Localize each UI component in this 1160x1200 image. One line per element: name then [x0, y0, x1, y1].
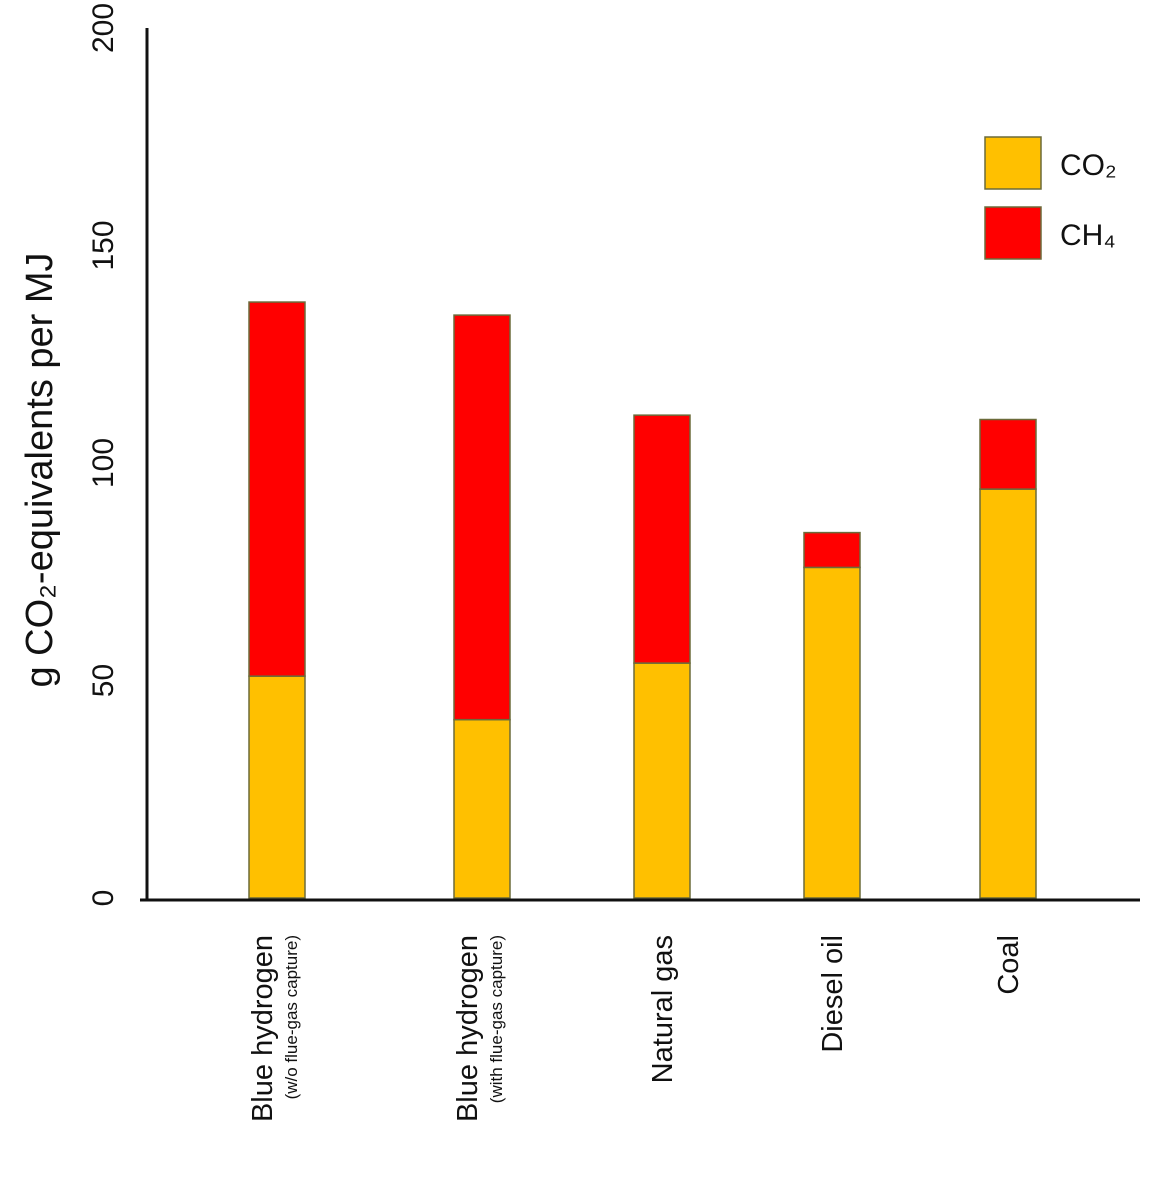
x-category-label-0: Blue hydrogen	[247, 935, 279, 1122]
bar-ch4-2	[633, 414, 691, 664]
y-tick-label-2: 100	[87, 438, 120, 488]
bar-ch4-4	[979, 418, 1037, 490]
bar-co2-3	[803, 566, 861, 899]
y-tick-label-3: 150	[87, 220, 120, 270]
bar-co2-4	[979, 488, 1037, 899]
bar-ch4-0	[248, 301, 306, 677]
bars-group	[248, 301, 1037, 899]
x-category-label-1: Blue hydrogen	[452, 935, 484, 1122]
legend-swatch-co2	[984, 136, 1042, 190]
bar-ch4-1	[453, 314, 511, 721]
y-tick-labels: 0 50 100 150 200	[87, 3, 120, 906]
bar-co2-0	[248, 675, 306, 899]
y-tick-label-1: 50	[87, 664, 120, 697]
bar-co2-2	[633, 662, 691, 899]
y-axis-label: g CO₂-equivalents per MJ	[19, 252, 61, 687]
y-tick-label-4: 200	[87, 3, 120, 53]
x-category-labels: Blue hydrogen (w/o flue-gas capture) Blue …	[247, 935, 1025, 1122]
legend-label-ch4: CH₄	[1060, 219, 1116, 252]
y-tick-label-0: 0	[87, 890, 120, 907]
legend-label-co2: CO₂	[1060, 149, 1117, 182]
x-category-sublabel-0: (w/o flue-gas capture)	[282, 935, 301, 1099]
bar-ch4-3	[803, 531, 861, 569]
legend-swatch-ch4	[984, 206, 1042, 260]
x-category-label-2: Natural gas	[647, 935, 679, 1083]
legend: CO₂ CH₄	[984, 136, 1117, 260]
x-category-sublabel-1: (with flue-gas capture)	[487, 935, 506, 1103]
x-category-label-3: Diesel oil	[817, 935, 849, 1053]
bar-co2-1	[453, 718, 511, 899]
x-category-label-4: Coal	[993, 935, 1025, 995]
